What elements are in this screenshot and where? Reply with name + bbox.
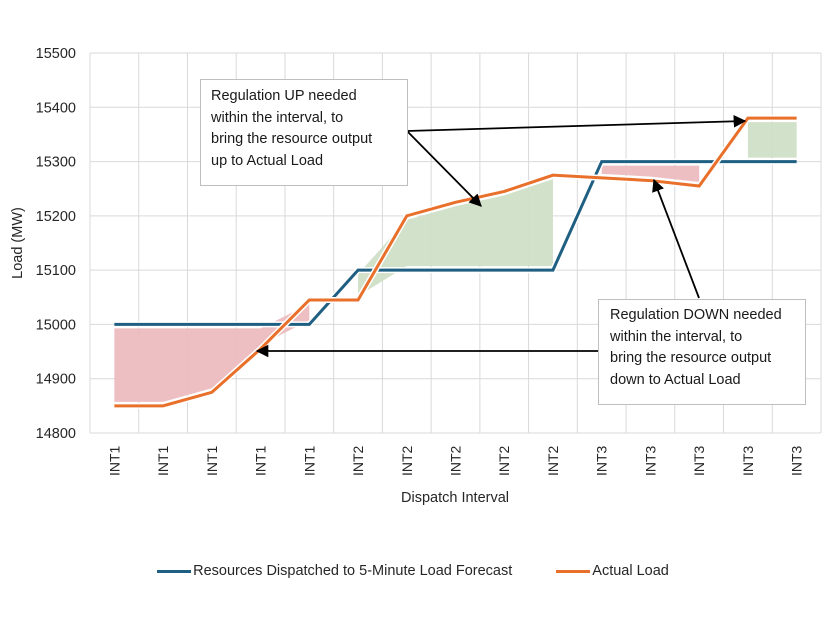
- x-tick-label: INT2: [545, 445, 561, 476]
- legend: Resources Dispatched to 5-Minute Load Fo…: [0, 563, 826, 579]
- legend-label-actual-load: Actual Load: [592, 563, 669, 579]
- y-tick-label: 14900: [36, 372, 76, 388]
- shaded-region-up: [358, 179, 553, 296]
- x-tick-label: INT1: [253, 445, 269, 476]
- y-tick-label: 15300: [36, 155, 76, 171]
- legend-swatch-actual-load: [556, 569, 591, 573]
- shaded-region-up: [747, 122, 797, 158]
- y-tick-label: 15400: [36, 100, 76, 116]
- y-axis-ticks: 14800 14900 15000 15100 15200 15300 15400 15500: [36, 46, 76, 442]
- x-tick-label: INT3: [789, 445, 805, 476]
- x-tick-label: INT3: [594, 445, 610, 476]
- y-tick-label: 15500: [36, 46, 76, 62]
- x-tick-label: INT2: [399, 445, 415, 476]
- arrow-up-to-interval2: [406, 130, 482, 207]
- shaded-region-down: [114, 304, 310, 402]
- x-tick-label: INT3: [691, 445, 707, 476]
- y-axis-title: Load (MW): [10, 207, 26, 279]
- x-axis-ticks: INT1 INT1 INT1 INT1 INT1 INT2 INT2 INT2 INT2 INT2…: [106, 445, 804, 476]
- legend-swatch-dispatched: [157, 569, 192, 573]
- x-tick-label: INT2: [448, 445, 464, 476]
- arrow-down-to-interval3: [652, 178, 700, 299]
- annotation-regulation-up: Regulation UP needed within the interval…: [200, 79, 408, 186]
- annotation-arrows: [255, 115, 747, 358]
- x-tick-label: INT1: [204, 445, 220, 476]
- y-tick-label: 15000: [36, 317, 76, 333]
- arrow-up-to-interval3: [406, 115, 747, 132]
- legend-item-dispatched: Resources Dispatched to 5-Minute Load Fo…: [157, 563, 512, 579]
- x-tick-label: INT2: [496, 445, 512, 476]
- x-tick-label: INT1: [106, 445, 122, 476]
- shaded-region-down: [601, 165, 700, 182]
- x-tick-label: INT2: [350, 445, 366, 476]
- y-tick-label: 15100: [36, 263, 76, 279]
- x-tick-label: INT3: [642, 445, 658, 476]
- x-axis-title: Dispatch Interval: [401, 490, 509, 506]
- x-tick-label: INT3: [740, 445, 756, 476]
- x-tick-label: INT1: [301, 445, 317, 476]
- y-tick-label: 14800: [36, 426, 76, 442]
- annotation-regulation-down: Regulation DOWN needed within the interv…: [598, 299, 806, 405]
- legend-label-dispatched: Resources Dispatched to 5-Minute Load Fo…: [193, 563, 513, 579]
- legend-item-actual-load: Actual Load: [556, 563, 669, 579]
- x-tick-label: INT1: [155, 445, 171, 476]
- y-tick-label: 15200: [36, 209, 76, 225]
- series-lines: [114, 115, 797, 409]
- shaded-regions: [114, 122, 797, 402]
